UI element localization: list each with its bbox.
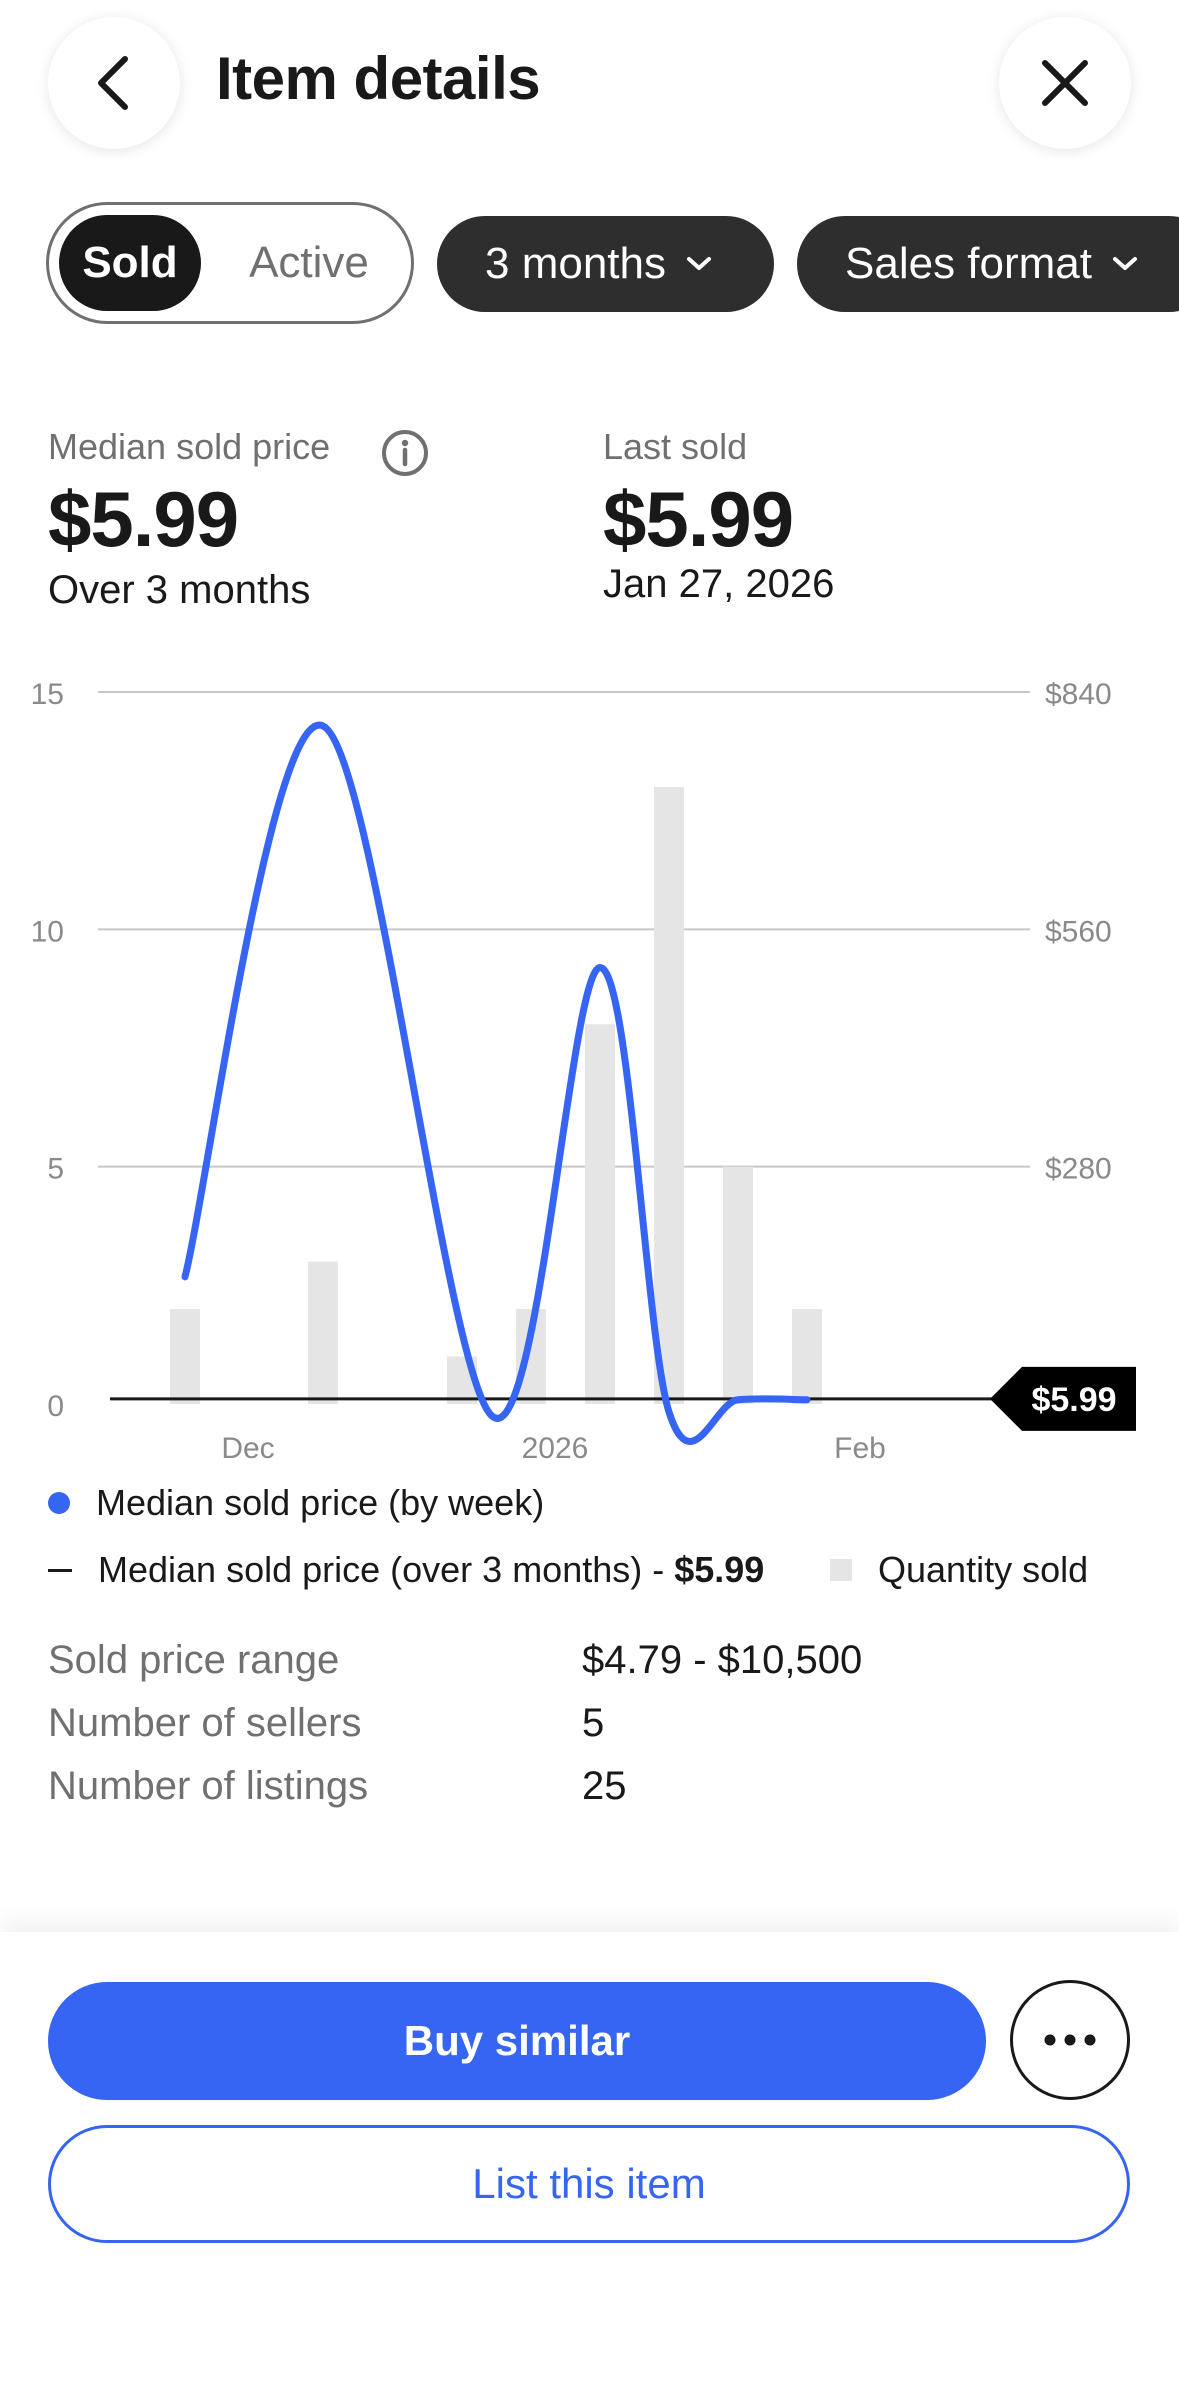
median-weekly-line [181,721,811,1445]
last-sold-date: Jan 27, 2026 [603,562,835,606]
quantity-bar [723,1166,753,1404]
detail-value: $4.79 - $10,500 [582,1638,863,1682]
close-button[interactable] [999,17,1131,149]
legend-weekly-label: Median sold price (by week) [96,1482,545,1523]
close-icon [1042,60,1088,106]
detail-label: Number of sellers [48,1701,362,1745]
sales-format-filter[interactable]: Sales format [797,216,1179,312]
detail-row: Number of listings 25 [48,1764,1148,1824]
legend-quantity-label: Quantity sold [878,1549,1089,1590]
y-left-tick-label: 5 [47,1153,64,1186]
buy-similar-button[interactable]: Buy similar [48,1982,986,2100]
quantity-bar [654,786,684,1404]
last-sold-value: $5.99 [603,475,794,563]
detail-value: 25 [582,1764,627,1808]
median-price-label: Median sold price [48,426,331,467]
detail-row: Sold price range $4.79 - $10,500 [48,1638,1148,1698]
x-tick-label: Feb [834,1432,886,1465]
y-right-tick-label: $560 [1045,915,1112,948]
sold-active-toggle: Sold Active [46,202,414,324]
legend-quantity: Quantity sold [830,1549,1088,1591]
legend-square-icon [830,1559,852,1581]
y-left-tick-label: 10 [31,915,64,948]
more-horizontal-icon [1044,2034,1096,2046]
x-tick-label: Dec [221,1432,274,1465]
filter-bar: Sold Active 3 months Sales format [0,200,1179,326]
legend-overall-label: Median sold price (over 3 months) - [98,1549,675,1590]
median-reference-tag-label: $5.99 [1031,1381,1116,1419]
detail-label: Sold price range [48,1638,340,1682]
y-left-tick-label: 15 [31,678,64,711]
y-right-tick-label: $840 [1045,678,1112,711]
action-footer: Buy similar List this item [0,1932,1179,2396]
header: Item details [0,0,1179,170]
chevron-left-icon [98,56,128,110]
quantity-bar [792,1309,822,1404]
legend-weekly: Median sold price (by week) [48,1482,544,1524]
y-left-tick-label: 0 [47,1390,64,1423]
sold-toggle-option[interactable]: Sold [59,215,201,311]
y-right-tick-label: $280 [1045,1153,1112,1186]
quantity-bar [308,1261,338,1404]
last-sold-label: Last sold [603,426,748,467]
x-tick-label: 2026 [522,1432,589,1465]
quantity-bar [170,1309,200,1404]
page-title: Item details [216,45,541,112]
chevron-down-icon [686,256,712,272]
legend-dash-icon [48,1568,72,1572]
detail-value: 5 [582,1701,605,1745]
sold-price-chart: 0 5 10 15 $280 $560 $840 Dec 2026 Feb $5.99 [0,660,1179,1480]
active-toggle-option[interactable]: Active [249,238,369,287]
legend-dot-icon [48,1492,70,1514]
period-filter-label: 3 months [485,239,666,288]
detail-row: Number of sellers 5 [48,1701,1148,1761]
legend-overall-value: $5.99 [674,1549,765,1590]
period-filter[interactable]: 3 months [437,216,774,312]
quantity-bar [585,1024,615,1404]
median-reference-tag [990,1366,1136,1431]
back-button[interactable] [48,17,180,149]
info-icon[interactable] [380,428,430,483]
list-this-item-button[interactable]: List this item [48,2125,1130,2243]
legend-overall: Median sold price (over 3 months) - $5.9… [48,1549,764,1591]
more-options-button[interactable] [1010,1980,1130,2100]
sales-format-filter-label: Sales format [845,239,1092,288]
chart-svg: 0 5 10 15 $280 $560 $840 Dec 2026 Feb $5.99 [31,678,1136,1465]
median-price-period: Over 3 months [48,568,311,612]
chevron-down-icon [1112,256,1138,272]
median-price-value: $5.99 [48,475,239,563]
detail-label: Number of listings [48,1764,369,1808]
